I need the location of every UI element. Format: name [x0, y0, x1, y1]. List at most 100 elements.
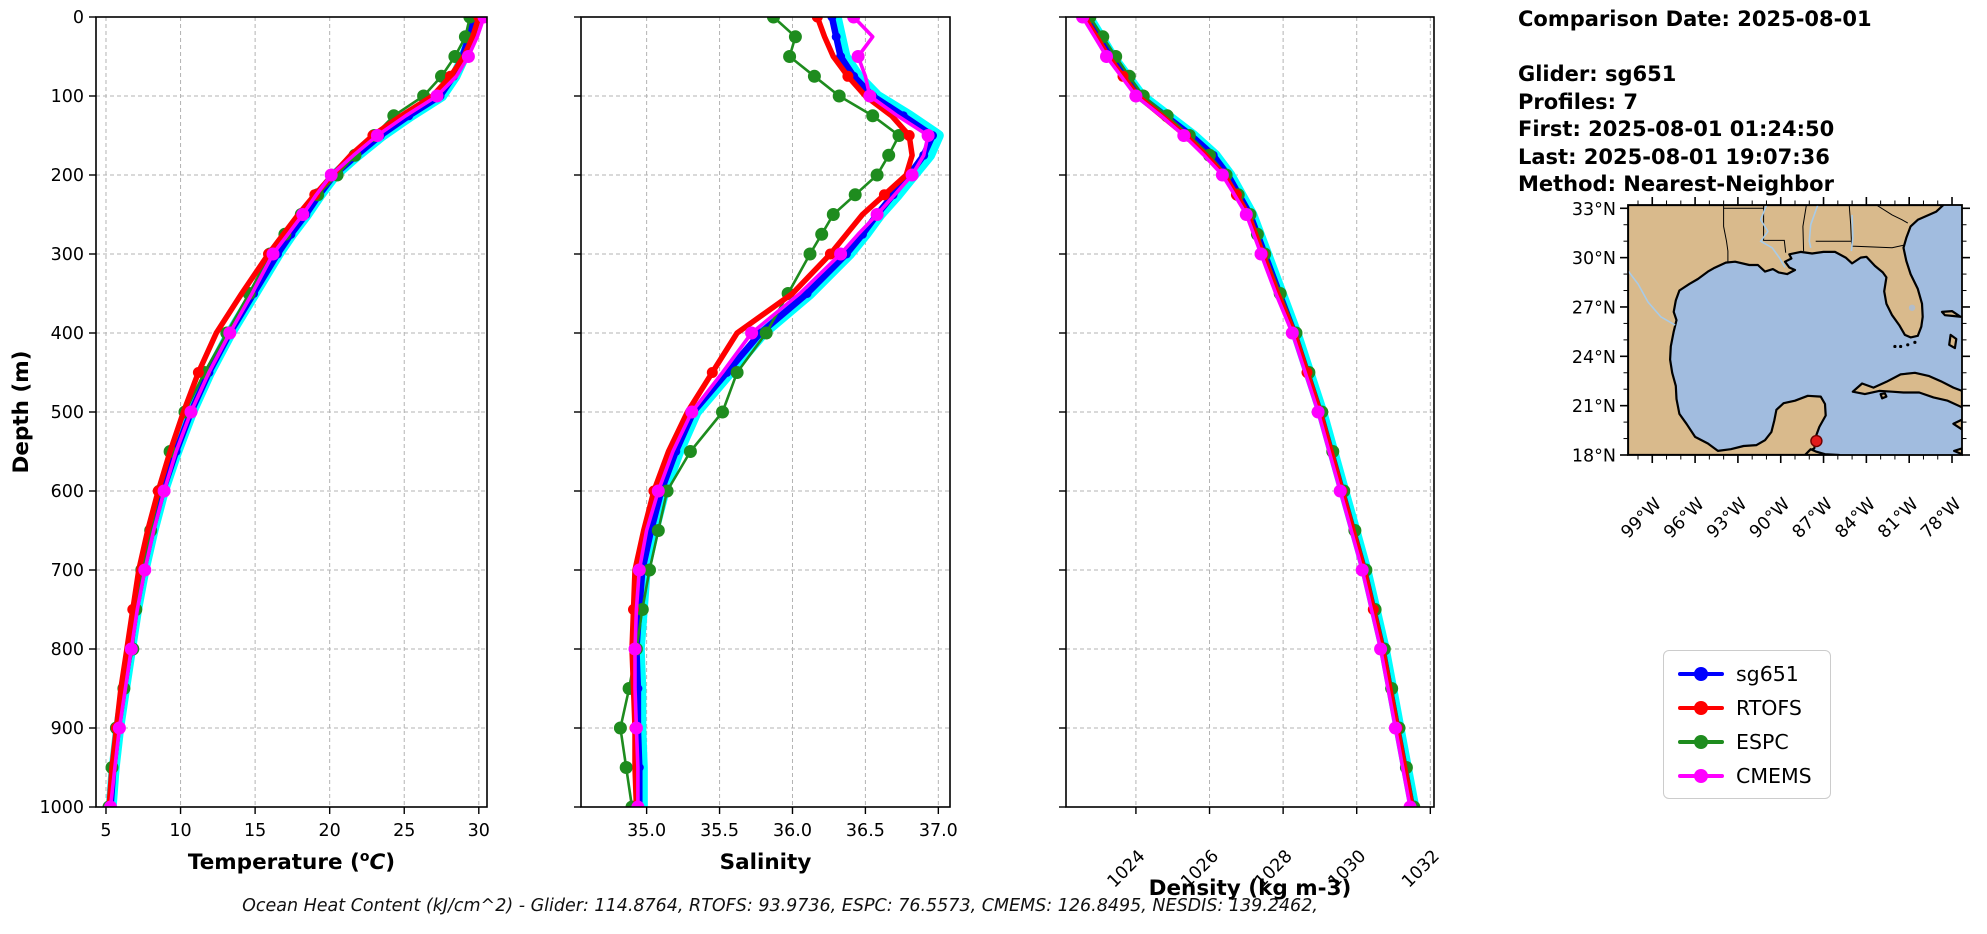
legend: sg651 RTOFS ESPC CMEMS: [1663, 650, 1831, 799]
density-grid: [1066, 17, 1434, 807]
map-state-border: [1723, 205, 1729, 262]
density-xtick-label: 1024: [1104, 846, 1150, 892]
legend-label: CMEMS: [1736, 763, 1812, 788]
density-series-RTOFS-markers: [1078, 17, 1403, 734]
map-lon-label: 93°W: [1703, 494, 1751, 542]
map-lat-label: 18°N: [1572, 447, 1616, 467]
salinity-grid: [581, 17, 950, 807]
map-lat-label: 33°N: [1572, 200, 1616, 220]
salinity-xtick-label: 37.0: [919, 821, 958, 841]
legend-marker-ESPC: [1678, 734, 1724, 750]
salinity-ticks: 35.0 35.5 36.0 36.5 37.0: [574, 16, 958, 841]
legend-label: sg651: [1736, 661, 1799, 686]
legend-item-ESPC: ESPC: [1678, 728, 1812, 755]
depth-tick-label: 300: [51, 245, 84, 265]
legend-marker-CMEMS: [1678, 768, 1724, 784]
map-river: [1628, 270, 1676, 326]
map-land-island: [1803, 448, 1841, 455]
depth-tick-label: 500: [51, 403, 84, 423]
salinity-series-CMEMS-line: [633, 17, 930, 807]
map-state-border: [1802, 205, 1807, 252]
temperature-chart: 5 10 15 20 25 3001002003004005006007008009001…: [9, 8, 490, 875]
salinity-xtick-label: 35.0: [627, 821, 666, 841]
temperature-series-RTOFS-line: [106, 17, 482, 807]
map-lat-label: 21°N: [1572, 397, 1616, 417]
map-lat-label: 27°N: [1572, 298, 1616, 318]
info-line-4: First: 2025-08-01 01:24:50: [1518, 117, 1835, 141]
map-lat-label: 30°N: [1572, 249, 1616, 269]
salinity-xtick-label: 35.5: [700, 821, 739, 841]
temperature-series-RTOFS-markers: [110, 17, 485, 734]
map-key-island: [1906, 343, 1910, 347]
depth-tick-label: 400: [51, 324, 84, 344]
info-line-6: Method: Nearest-Neighbor: [1518, 172, 1834, 196]
temperature-xtick-label: 20: [319, 821, 341, 841]
map-key-island: [1899, 344, 1903, 349]
salinity-chart: 35.0 35.5 36.0 36.5 37.0 Salinity: [574, 16, 958, 875]
density-series-CMEMS-line: [1080, 17, 1412, 807]
info-line-2: Glider: sg651: [1518, 62, 1677, 86]
map-land-island: [1952, 418, 1962, 431]
density-xtick-label: 1032: [1398, 846, 1444, 892]
legend-item-sg651: sg651: [1678, 660, 1812, 687]
legend-marker-RTOFS: [1678, 700, 1724, 716]
map-state-border: [1848, 205, 1852, 242]
map-river: [1808, 205, 1819, 248]
legend-marker-sg651: [1678, 666, 1724, 682]
salinity-xtick-label: 36.0: [773, 821, 812, 841]
glider-position-marker: [1810, 434, 1823, 448]
temperature-series: [102, 17, 487, 807]
map-state-border: [1763, 205, 1787, 253]
map-land-island: [1940, 310, 1962, 318]
info-line-0: Comparison Date: 2025-08-01: [1518, 7, 1872, 31]
map-lon-label: 84°W: [1832, 494, 1880, 542]
legend-label: ESPC: [1736, 729, 1789, 754]
legend-item-RTOFS: RTOFS: [1678, 694, 1812, 721]
temperature-series-CMEMS-markers: [104, 17, 487, 807]
depth-tick-label: 1000: [39, 798, 84, 818]
map-lat-label: 24°N: [1572, 348, 1616, 368]
info-line-3: Profiles: 7: [1518, 89, 1639, 114]
map-key-island: [1893, 344, 1897, 349]
map-land-cuba: [1851, 371, 1962, 409]
temperature-series-ESPC-line: [107, 17, 472, 807]
map-land-island: [1948, 333, 1958, 350]
temperature-xtick-label: 25: [393, 821, 415, 841]
temperature-series-CMEMS-line: [108, 17, 486, 807]
depth-tick-label: 800: [51, 640, 84, 660]
density-series-CMEMS-markers: [1076, 17, 1417, 807]
depth-tick-label: 200: [51, 166, 84, 186]
gulf-map: 33°N 30°N 27°N 24°N 21°N 18°N 99°W96°W93°W90°W…: [1572, 197, 1970, 543]
salinity-axis-title: Salinity: [720, 850, 812, 875]
map-lon-label: 87°W: [1789, 494, 1837, 542]
depth-tick-label: 100: [51, 87, 84, 107]
temperature-xtick-label: 10: [169, 821, 191, 841]
map-land-mainland: [1628, 205, 1945, 455]
salinity-xtick-label: 36.5: [846, 821, 885, 841]
map-lon-label: 96°W: [1660, 494, 1708, 542]
temperature-xtick-label: 15: [244, 821, 266, 841]
temperature-xtick-label: 30: [468, 821, 490, 841]
map-land-island: [1879, 392, 1888, 400]
info-line-1: [1518, 34, 1978, 62]
depth-tick-label: 900: [51, 719, 84, 739]
info-line-5: Last: 2025-08-01 19:07:36: [1518, 144, 1830, 169]
temperature-ticks: 5 10 15 20 25 3001002003004005006007008009001…: [39, 8, 489, 841]
depth-axis-title: Depth (m): [9, 351, 34, 474]
density-axis-title: Density (kg m-3): [1149, 876, 1352, 901]
info-panel: Comparison Date: 2025-08-01 Glider: sg65…: [1518, 6, 1978, 199]
map-lake: [1908, 304, 1916, 311]
ohc-caption: Ocean Heat Content (kJ/cm^2) - Glider: 1…: [242, 896, 1318, 916]
map-lon-label: 81°W: [1874, 494, 1922, 542]
salinity-series-CMEMS-markers: [628, 17, 935, 807]
depth-tick-label: 700: [51, 561, 84, 581]
map-lon-label: 90°W: [1746, 494, 1794, 542]
map-lon-label: 78°W: [1917, 494, 1965, 542]
temperature-axis-title: Temperature (oC): [188, 849, 395, 875]
density-ticks: 1024 1026 1028 1030 1032: [1059, 16, 1444, 892]
temperature-xtick-label: 5: [100, 821, 111, 841]
depth-tick-label: 600: [51, 482, 84, 502]
